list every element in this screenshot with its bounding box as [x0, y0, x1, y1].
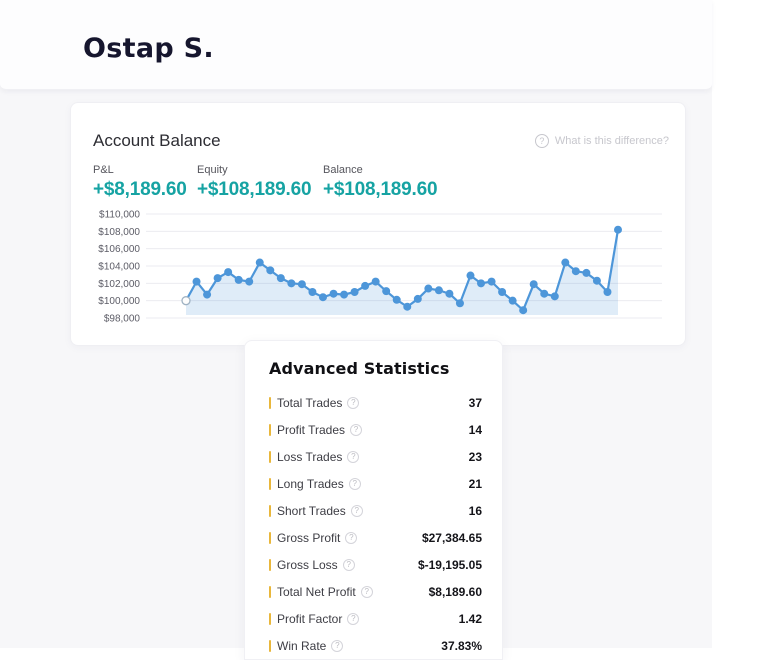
stat-value: $-19,195.05 — [417, 557, 482, 572]
stats-card-title: Advanced Statistics — [269, 359, 450, 378]
stat-row: Long Trades ? 21 — [269, 470, 482, 497]
question-circle-icon[interactable]: ? — [347, 450, 360, 463]
svg-text:$98,000: $98,000 — [104, 314, 141, 325]
question-circle-icon[interactable]: ? — [350, 423, 363, 436]
metric-pnl: P&L +$8,189.60 — [93, 164, 187, 201]
stat-value: 37 — [468, 395, 482, 410]
stat-row: Gross Profit ? $27,384.65 — [269, 524, 482, 551]
advanced-statistics-card: Advanced Statistics Total Trades ? 37 Pr… — [244, 340, 503, 660]
accent-bar-icon — [269, 396, 271, 409]
stat-label: Short Trades — [277, 503, 346, 518]
accent-bar-icon — [269, 585, 271, 598]
accent-bar-icon — [269, 531, 271, 544]
accent-bar-icon — [269, 423, 271, 436]
balance-line-chart: $110,000 $108,000 $106,000 $104,000 $102,000… — [98, 210, 662, 325]
stat-row: Short Trades ? 16 — [269, 497, 482, 524]
account-balance-card: Account Balance ? What is this differenc… — [70, 102, 686, 346]
svg-text:$102,000: $102,000 — [98, 279, 140, 290]
difference-help-link[interactable]: ? What is this difference? — [534, 134, 669, 148]
metric-equity-label: Equity — [197, 164, 228, 176]
question-circle-icon[interactable]: ? — [348, 477, 361, 490]
user-name-title: Ostap S. — [83, 33, 214, 64]
top-bar: Ostap S. — [0, 0, 712, 90]
question-circle-icon[interactable]: ? — [360, 585, 373, 598]
svg-text:$100,000: $100,000 — [98, 296, 140, 307]
stat-label: Gross Profit — [277, 530, 341, 545]
question-circle-icon[interactable]: ? — [331, 639, 344, 652]
stat-row: Win Rate ? 37.83% — [269, 632, 482, 659]
stat-row: Loss Trades ? 23 — [269, 443, 482, 470]
metric-balance-label: Balance — [323, 164, 363, 176]
metric-balance: Balance +$108,189.60 — [323, 164, 438, 201]
stat-value: 16 — [468, 503, 482, 518]
stat-value: 23 — [468, 449, 482, 464]
stat-row: Profit Factor ? 1.42 — [269, 605, 482, 632]
balance-chart-area: $110,000 $108,000 $106,000 $104,000 $102,000… — [91, 203, 667, 335]
metric-pnl-label: P&L — [93, 164, 114, 176]
app-background: Ostap S. Account Balance ? What is this … — [0, 0, 712, 660]
accent-bar-icon — [269, 612, 271, 625]
svg-text:$106,000: $106,000 — [98, 244, 140, 255]
question-circle-icon[interactable]: ? — [342, 558, 355, 571]
balance-card-title: Account Balance — [93, 131, 221, 150]
stat-label: Gross Loss — [277, 557, 338, 572]
stat-label: Loss Trades — [277, 449, 343, 464]
stat-value: 37.83% — [441, 638, 482, 653]
accent-bar-icon — [269, 558, 271, 571]
stats-rows: Total Trades ? 37 Profit Trades ? 14 Los… — [269, 389, 482, 659]
stat-row: Total Net Profit ? $8,189.60 — [269, 578, 482, 605]
stat-value: $27,384.65 — [421, 530, 482, 545]
question-circle-icon[interactable]: ? — [350, 504, 363, 517]
question-circle-icon[interactable]: ? — [345, 531, 358, 544]
metric-equity-value: +$108,189.60 — [197, 179, 312, 200]
stat-value: 14 — [468, 422, 482, 437]
question-circle-icon[interactable]: ? — [534, 134, 549, 148]
accent-bar-icon — [269, 477, 271, 490]
stat-value: 1.42 — [458, 611, 482, 626]
stat-label: Total Trades — [277, 395, 343, 410]
question-circle-icon[interactable]: ? — [347, 612, 360, 625]
stat-label: Total Net Profit — [277, 584, 356, 599]
stat-label: Win Rate — [277, 638, 327, 653]
stat-value: 21 — [468, 476, 482, 491]
metric-pnl-value: +$8,189.60 — [93, 179, 187, 200]
metric-balance-value: +$108,189.60 — [323, 179, 438, 200]
accent-bar-icon — [269, 504, 271, 517]
stat-value: $8,189.60 — [428, 584, 482, 599]
metric-equity: Equity +$108,189.60 — [197, 164, 312, 201]
stat-row: Gross Loss ? $-19,195.05 — [269, 551, 482, 578]
svg-text:$104,000: $104,000 — [98, 262, 140, 273]
stat-label: Long Trades — [277, 476, 344, 491]
stat-row: Total Trades ? 37 — [269, 389, 482, 416]
difference-help-label: What is this difference? — [554, 135, 669, 147]
svg-text:$108,000: $108,000 — [98, 227, 140, 238]
svg-text:$110,000: $110,000 — [99, 210, 140, 221]
stat-label: Profit Factor — [277, 611, 343, 626]
question-circle-icon[interactable]: ? — [347, 396, 360, 409]
accent-bar-icon — [269, 450, 271, 463]
accent-bar-icon — [269, 639, 271, 652]
stat-label: Profit Trades — [277, 422, 346, 437]
stat-row: Profit Trades ? 14 — [269, 416, 482, 443]
